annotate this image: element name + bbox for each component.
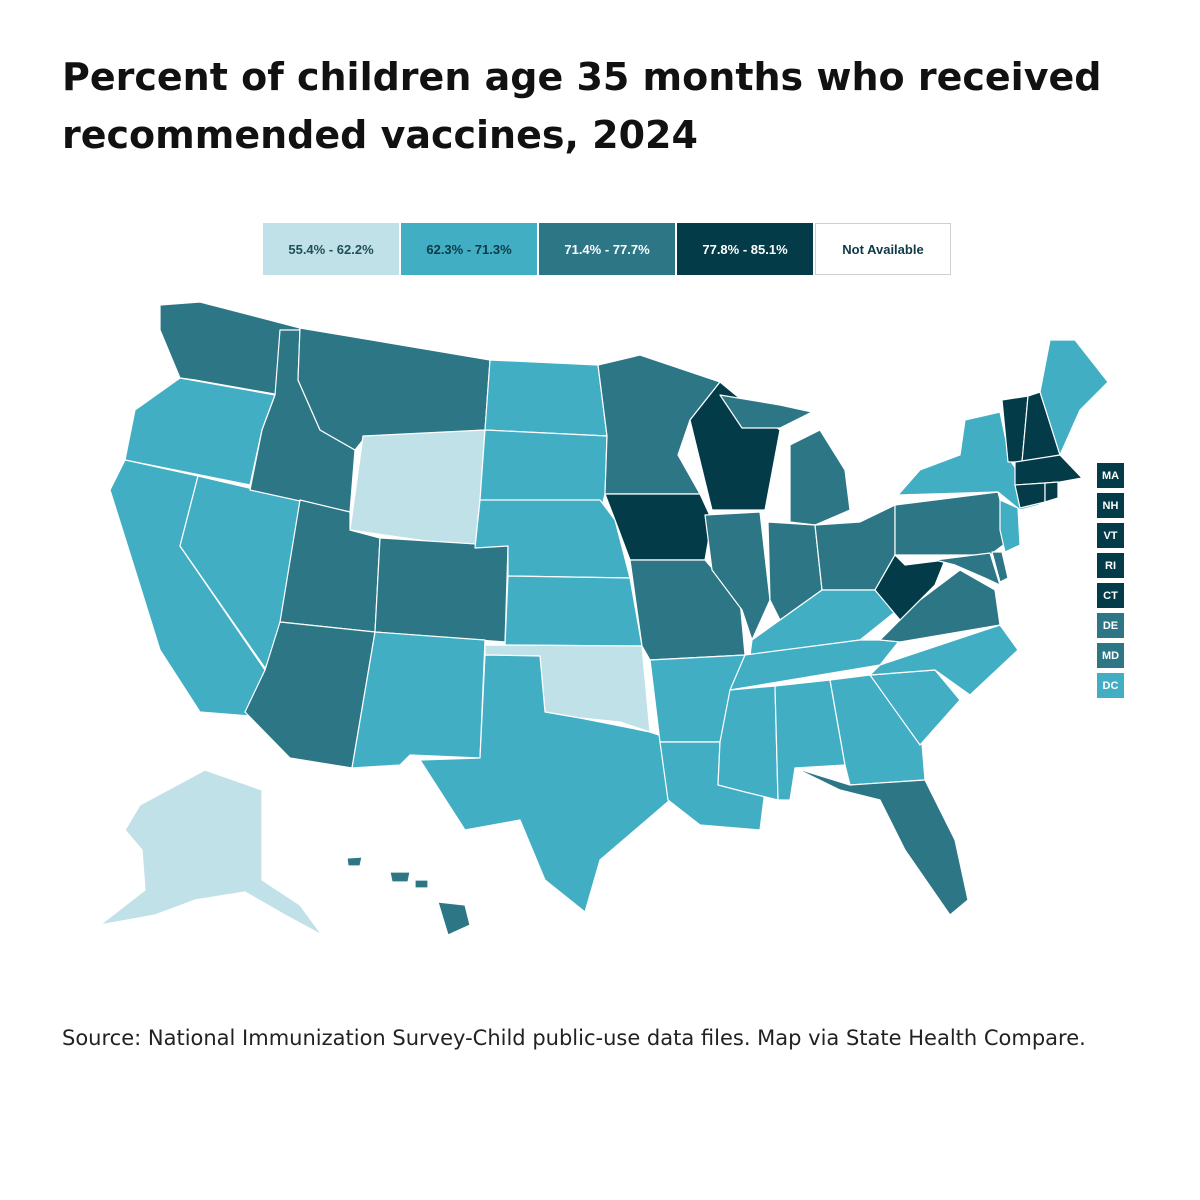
state-WV[interactable] (874, 554, 946, 621)
state-DE[interactable] (991, 551, 1009, 583)
state-MI-upper-peninsula[interactable] (719, 394, 813, 429)
state-WY[interactable] (349, 429, 486, 549)
small-state-box[interactable]: MA (1097, 463, 1124, 488)
state-RI[interactable] (1044, 481, 1059, 503)
small-state-box[interactable]: NH (1097, 493, 1124, 518)
state-MS[interactable] (717, 685, 779, 801)
state-MD[interactable] (934, 552, 1001, 586)
small-state-box[interactable]: RI (1097, 553, 1124, 578)
legend-label: 62.3% - 71.3% (426, 241, 512, 257)
state-PA[interactable] (894, 491, 1011, 556)
legend-label: 77.8% - 85.1% (702, 241, 788, 257)
state-ND[interactable] (484, 359, 608, 437)
source-note: Source: National Immunization Survey-Chi… (62, 1026, 1086, 1050)
legend-label: 71.4% - 77.7% (564, 241, 650, 257)
legend-item-bin-3[interactable]: 71.4% - 77.7% (539, 223, 675, 275)
state-TX[interactable] (419, 654, 671, 913)
legend-item-bin-1[interactable]: 55.4% - 62.2% (263, 223, 399, 275)
state-CO[interactable] (374, 537, 509, 643)
state-HI-islands[interactable] (346, 856, 429, 889)
small-state-box[interactable]: MD (1097, 643, 1124, 668)
state-NM[interactable] (351, 631, 486, 769)
legend-label: Not Available (842, 241, 924, 257)
small-states-legend: MA NH VT RI CT DE MD DC (1097, 463, 1124, 698)
legend-item-not-available[interactable]: Not Available (815, 223, 951, 275)
small-state-box[interactable]: CT (1097, 583, 1124, 608)
small-state-box[interactable]: VT (1097, 523, 1124, 548)
legend-item-bin-4[interactable]: 77.8% - 85.1% (677, 223, 813, 275)
state-NJ[interactable] (999, 499, 1021, 553)
state-FL[interactable] (794, 767, 969, 916)
state-CT[interactable] (1014, 482, 1046, 509)
state-WA[interactable] (159, 301, 301, 396)
state-KS[interactable] (504, 575, 643, 647)
map-title: Percent of children age 35 months who re… (62, 55, 1102, 157)
state-MI[interactable] (789, 429, 851, 526)
map-legend: 55.4% - 62.2% 62.3% - 71.3% 71.4% - 77.7… (263, 223, 951, 275)
small-state-box[interactable]: DE (1097, 613, 1124, 638)
small-state-box[interactable]: DC (1097, 673, 1124, 698)
state-AK[interactable] (99, 769, 323, 936)
state-TN[interactable] (729, 639, 901, 691)
state-HI[interactable] (437, 901, 471, 936)
state-MA[interactable] (1014, 454, 1083, 486)
us-states-map (99, 301, 1109, 936)
legend-label: 55.4% - 62.2% (288, 241, 374, 257)
legend-item-bin-2[interactable]: 62.3% - 71.3% (401, 223, 537, 275)
state-ME[interactable] (1039, 339, 1109, 456)
state-MN[interactable] (597, 354, 721, 495)
